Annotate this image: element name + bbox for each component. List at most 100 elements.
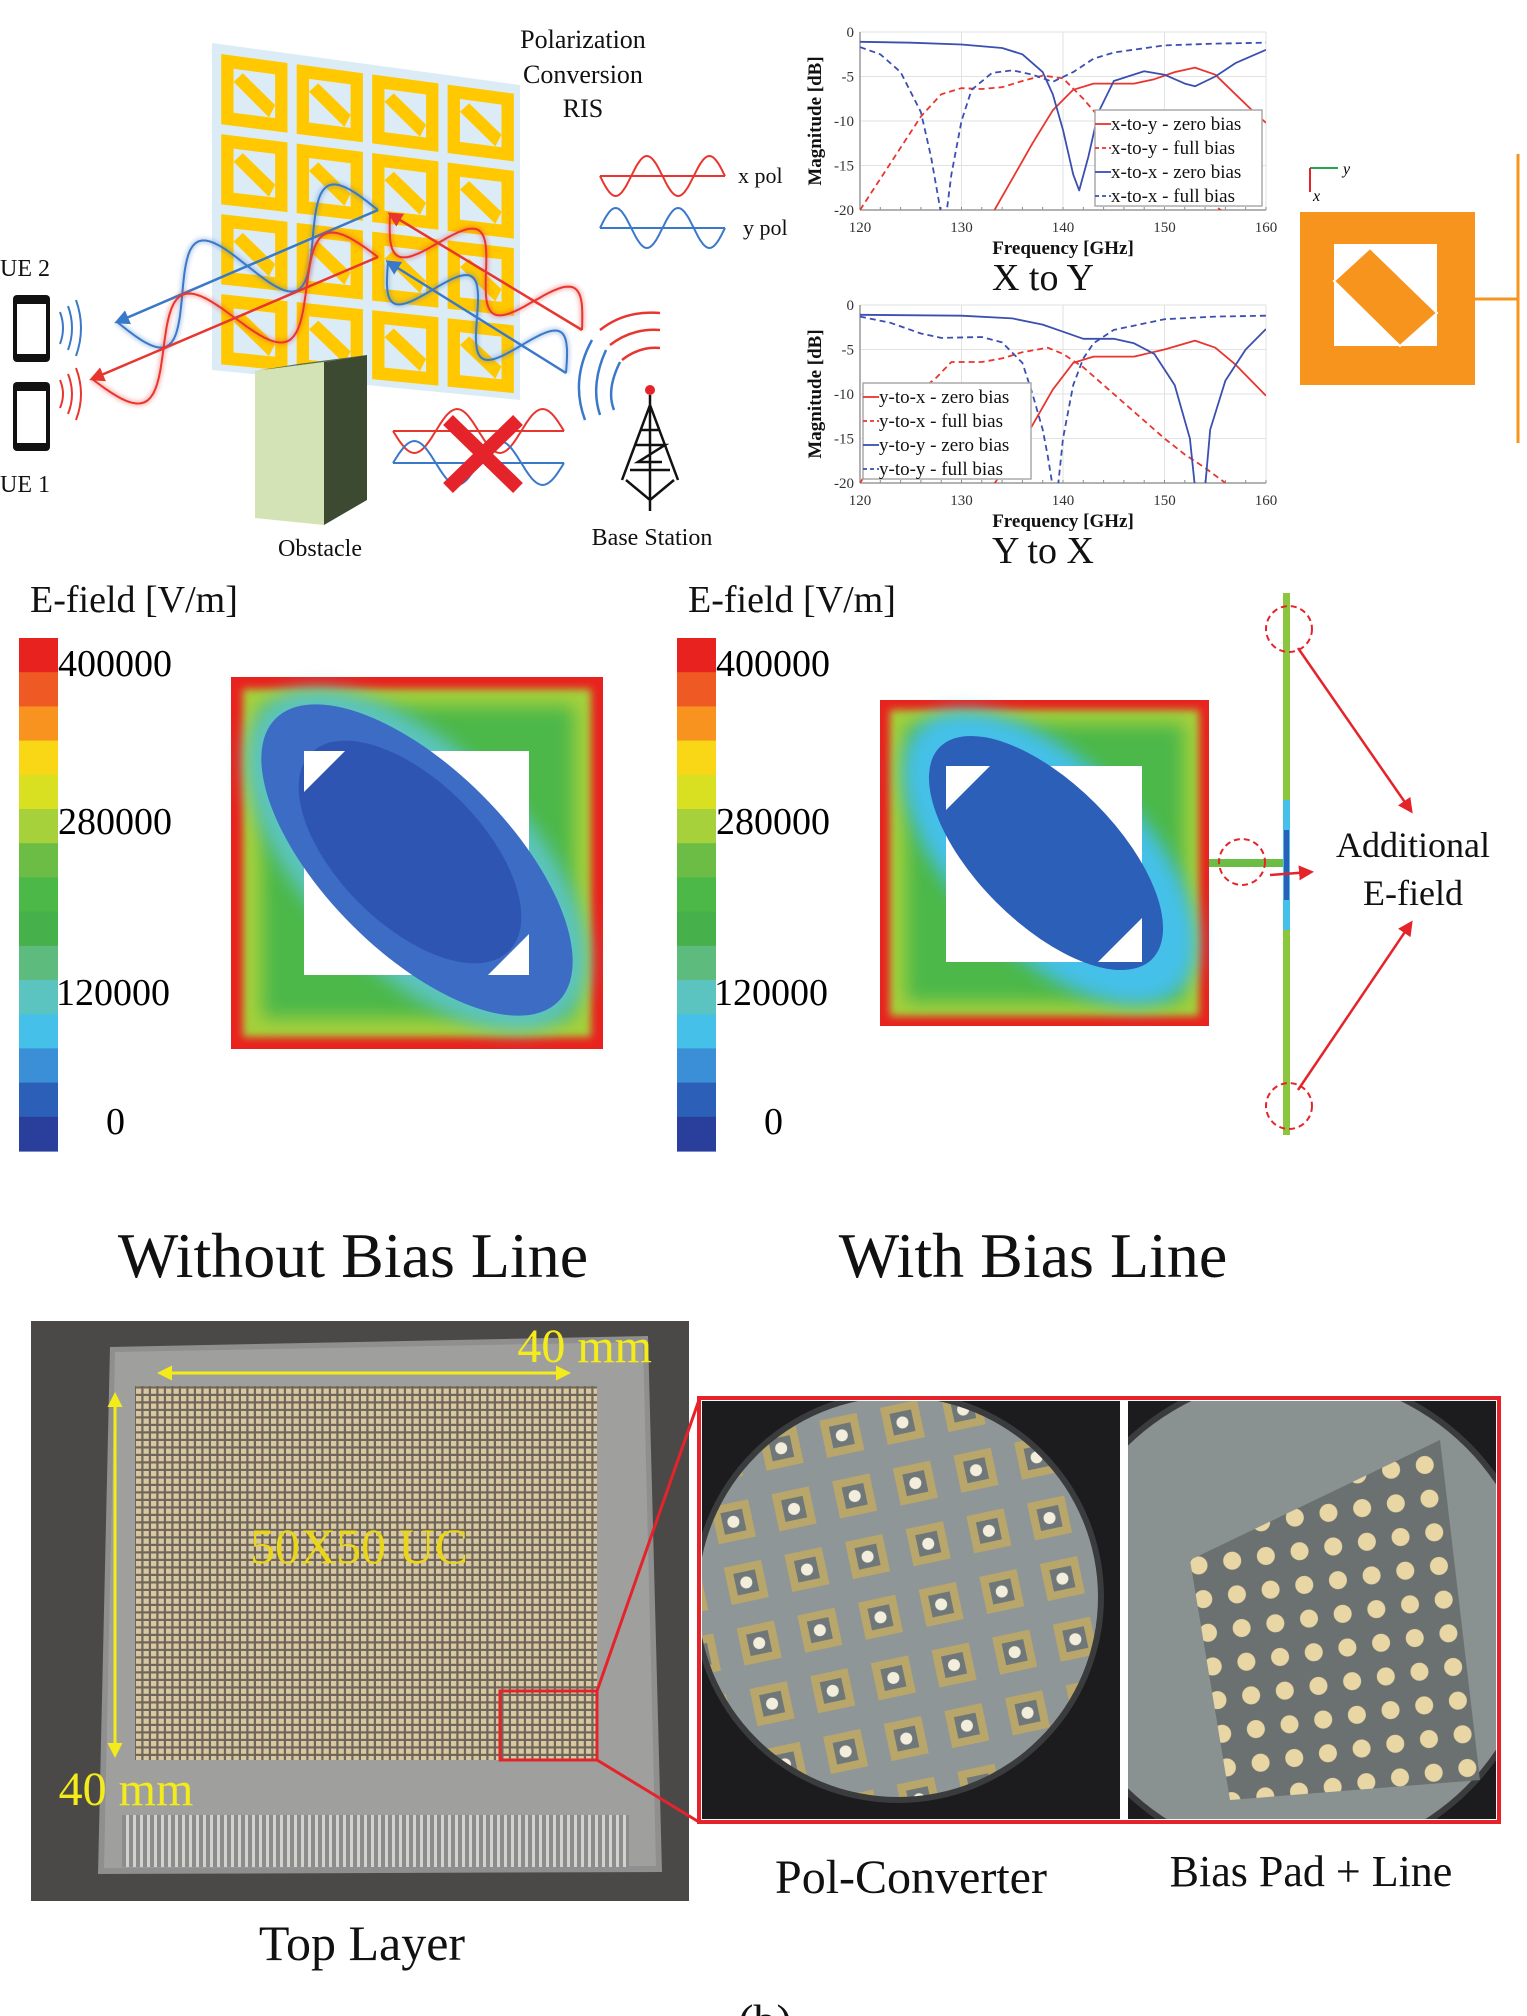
annotation-line2: E-field <box>1363 873 1463 913</box>
colorbar-band <box>19 672 58 707</box>
bias-fingers <box>122 1815 629 1867</box>
caption-top-layer: Top Layer <box>259 1915 465 1971</box>
y-tick-label: 0 <box>847 25 855 41</box>
width-label: 40 mm <box>517 1320 652 1373</box>
bias-connector <box>1209 859 1283 867</box>
unit-cell-diagram: y x <box>1300 154 1520 443</box>
obstacle-block <box>255 355 367 525</box>
x-axis-label: Frequency [GHz] <box>992 238 1134 259</box>
phone-ue1-icon <box>13 382 50 451</box>
chart-y-to-x: 120 130 140 150 160 0 -5 -10 -15 -20 Frequency [GH… <box>805 298 1277 572</box>
colorbar-band <box>677 1048 716 1084</box>
hotspot-marker-bottom <box>1265 1082 1313 1130</box>
legend-label: y-to-y - zero bias <box>879 435 1009 456</box>
array-label: 50X50 UC <box>250 1518 468 1574</box>
series-line <box>860 314 1266 483</box>
colorbar-band <box>677 980 716 1015</box>
base-station-label: Base Station <box>592 525 713 551</box>
colorbar-band <box>677 706 716 742</box>
annotation-arrows <box>1269 647 1413 1091</box>
ue1-signal-icon <box>59 367 82 421</box>
x-tick-label: 130 <box>950 220 973 236</box>
y-tick-label: -10 <box>834 114 854 130</box>
ris-panel <box>212 43 520 400</box>
colorbar-tick: 0 <box>106 1101 125 1143</box>
series-line <box>860 313 1266 483</box>
colorbar-tick: 0 <box>764 1101 783 1143</box>
wave-group <box>89 154 726 487</box>
blocked-cross-icon <box>443 414 523 494</box>
series-line <box>860 40 1266 192</box>
annotation-line1: Additional <box>1336 825 1490 865</box>
incident-y-pol-wave-axis <box>385 260 567 375</box>
ris-tile-patch <box>233 232 276 277</box>
x-tick-label: 120 <box>849 220 872 236</box>
legend-label: x-to-y - full bias <box>1111 138 1235 159</box>
chart-x-to-y: 120 130 140 150 160 0 -5 -10 -15 -20 Frequency [GH… <box>805 25 1277 299</box>
colorbar-tick: 120000 <box>56 972 170 1014</box>
incident-x-pol-wave-axis <box>387 212 583 332</box>
axis-indicator-icon: y x <box>1309 161 1351 205</box>
chart-title: Y to X <box>992 530 1094 572</box>
colorbar-band <box>19 843 58 878</box>
colorbar-band <box>19 809 58 844</box>
phone-ue2-icon <box>13 295 50 362</box>
legend-box <box>1094 109 1263 207</box>
zoom-region-box <box>498 1689 599 1762</box>
colorbar-band <box>677 740 716 776</box>
efield-section: E-field [V/m] E-field [V/m] 400000 28000… <box>19 579 1490 1291</box>
y-tick-label: -5 <box>842 70 855 86</box>
colorbar-band <box>19 911 58 947</box>
colorbar-band <box>677 1082 716 1118</box>
legend-label: y-to-x - full bias <box>879 411 1003 432</box>
colorbar-band <box>677 809 716 844</box>
y-tick-label: -15 <box>834 432 854 448</box>
y-pol-label: y pol <box>743 215 788 240</box>
colorbar-band <box>19 877 58 913</box>
reflected-x-pol-wave-axis <box>89 255 379 382</box>
reflected-y-pol-wave-axis <box>114 208 379 325</box>
ris-tile-patch <box>384 328 427 372</box>
ris-tile-patch <box>459 181 502 224</box>
ris-tile-patch <box>459 258 502 302</box>
base-station-signal-icon <box>577 311 661 421</box>
y-tick-label: -5 <box>842 343 855 359</box>
colorbar-band <box>19 638 58 673</box>
caption-pol-converter: Pol-Converter <box>775 1851 1047 1904</box>
colorbar-band <box>19 945 58 981</box>
ris-title-line3: RIS <box>563 94 603 123</box>
x-tick-label: 130 <box>950 493 973 509</box>
hotspot-marker-middle <box>1218 838 1266 886</box>
x-tick-label: 160 <box>1255 220 1278 236</box>
colorbar-band <box>19 980 58 1015</box>
scenario-diagram: Polarization Conversion RIS x pol y pol … <box>0 25 788 562</box>
legend-label: x-to-x - full bias <box>1111 186 1235 207</box>
colorbar-right <box>677 638 716 1152</box>
ue2-label: UE 2 <box>0 256 50 282</box>
colorbar-right-labels: 400000 280000 120000 0 <box>714 643 830 1143</box>
colorbar-band <box>677 843 716 878</box>
colorbar-band <box>677 1116 716 1152</box>
series-line <box>993 66 1266 210</box>
ris-tile-patch <box>309 320 351 364</box>
ue2-signal-icon <box>59 299 82 357</box>
obstacle-label: Obstacle <box>278 536 362 562</box>
y-tick-label: -10 <box>834 387 854 403</box>
x-axis-label: Frequency [GHz] <box>992 511 1134 532</box>
unit-cell-diagonal-patch <box>1332 246 1439 348</box>
colorbar-tick: 400000 <box>716 643 830 685</box>
ris-tile-patch <box>309 83 351 128</box>
ris-tile-patch <box>384 93 427 137</box>
x-tick-label: 140 <box>1052 220 1075 236</box>
legend-label: x-to-x - zero bias <box>1111 162 1241 183</box>
colorbar-band <box>677 877 716 913</box>
base-station-icon <box>620 385 680 511</box>
colorbar-band <box>677 911 716 947</box>
series-line <box>860 41 1266 210</box>
x-tick-label: 120 <box>849 493 872 509</box>
ris-title-line2: Conversion <box>523 60 643 89</box>
colorbar-left-labels: 400000 280000 120000 0 <box>56 643 172 1143</box>
legend-label: y-to-y - full bias <box>879 459 1003 480</box>
figure-label: (b) <box>738 1995 792 2016</box>
